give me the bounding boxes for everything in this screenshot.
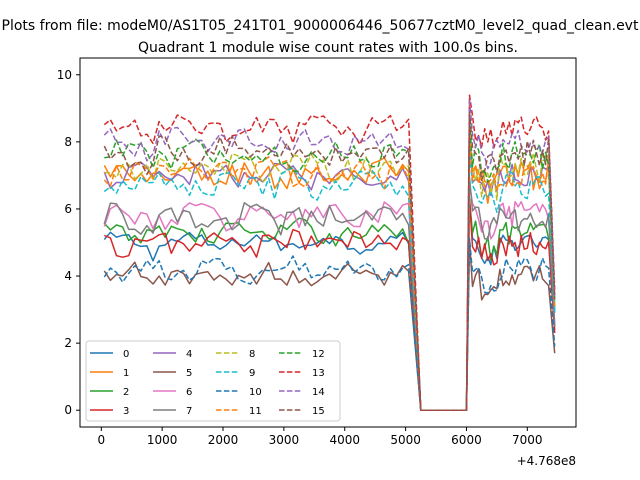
y-tick-label: 8: [64, 135, 72, 149]
figure-suptitle: Plots from file: modeM0/AS1T05_241T01_90…: [2, 18, 639, 34]
legend-label-7: 7: [186, 406, 192, 417]
legend-label-5: 5: [186, 368, 192, 379]
y-tick-label: 2: [64, 336, 72, 350]
x-tick-label: 0: [97, 433, 105, 447]
x-tick-label: 5000: [390, 433, 421, 447]
y-tick-label: 6: [64, 202, 72, 216]
x-tick-label: 6000: [451, 433, 482, 447]
x-offset-label: +4.768e8: [517, 454, 576, 468]
legend-label-0: 0: [123, 349, 129, 360]
x-tick-label: 4000: [329, 433, 360, 447]
chart-title: Quadrant 1 module wise count rates with …: [138, 40, 518, 56]
series-line-9: [103, 150, 556, 411]
legend-label-2: 2: [123, 387, 129, 398]
legend-label-12: 12: [312, 349, 325, 360]
legend-label-8: 8: [249, 349, 255, 360]
y-tick-label: 4: [64, 269, 72, 283]
legend-label-9: 9: [249, 368, 255, 379]
legend-label-13: 13: [312, 368, 325, 379]
legend-box: [85, 340, 341, 422]
x-tick-label: 1000: [147, 433, 178, 447]
series-line-7: [103, 176, 556, 411]
series-line-3: [104, 198, 556, 411]
x-tick-label: 3000: [269, 433, 300, 447]
legend-label-11: 11: [249, 406, 262, 417]
y-tick-label: 0: [64, 403, 72, 417]
series-line-14: [103, 98, 556, 411]
plot-frame: [79, 57, 577, 428]
legend-label-3: 3: [123, 406, 129, 417]
series-line-10: [103, 237, 556, 411]
x-tick-label: 7000: [512, 433, 543, 447]
legend-label-15: 15: [312, 406, 325, 417]
legend-label-10: 10: [249, 387, 262, 398]
legend-label-4: 4: [186, 349, 192, 360]
series-line-15: [103, 111, 556, 411]
legend-label-6: 6: [186, 387, 192, 398]
series-line-2: [103, 198, 556, 411]
series-line-8: [104, 129, 556, 411]
series-line-11: [103, 130, 556, 411]
legend-label-1: 1: [123, 368, 129, 379]
y-tick-label: 10: [57, 68, 72, 82]
series-layer: [103, 94, 556, 411]
x-tick-label: 2000: [208, 433, 239, 447]
legend-label-14: 14: [312, 387, 325, 398]
